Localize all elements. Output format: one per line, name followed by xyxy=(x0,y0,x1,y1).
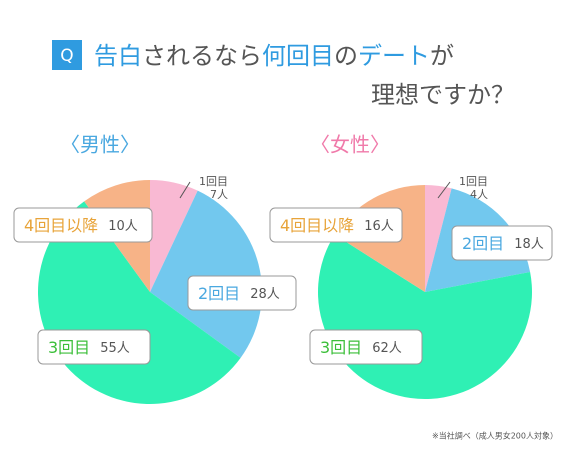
slice-label: 4回目以降 xyxy=(24,216,98,235)
pie-title: 〈女性〉 xyxy=(310,133,390,157)
leader-line xyxy=(179,181,191,199)
value-label: 28人 xyxy=(250,287,280,302)
pie-slice xyxy=(425,185,452,292)
slice-label: 1回目 xyxy=(459,175,488,188)
title-segment: が xyxy=(430,42,454,70)
pie-slice xyxy=(150,190,262,358)
slice-label-group: 4回目以降 16人 xyxy=(280,216,394,235)
slice-label: 2回目 xyxy=(462,234,504,253)
slice-label-group: 3回目 55人 xyxy=(48,338,130,357)
footnote: ※当社調べ（成人男女200人対象） xyxy=(432,431,558,441)
slice-label: 3回目 xyxy=(320,338,362,357)
leader-line xyxy=(437,181,451,199)
badge-text: Q xyxy=(60,46,73,66)
value-label: 7人 xyxy=(210,188,228,201)
slice-label: 3回目 xyxy=(48,338,90,357)
value-label: 16人 xyxy=(364,219,394,234)
value-label: 62人 xyxy=(372,341,402,356)
title-segment: 何回目 xyxy=(262,42,334,70)
title-segment: 告白 xyxy=(94,42,142,70)
pie-slice xyxy=(150,180,198,292)
slice-label-group: 4回目以降 10人 xyxy=(24,216,138,235)
label-box xyxy=(269,207,403,243)
title-line-1: 告白されるなら何回目のデートが xyxy=(94,42,454,70)
question-badge xyxy=(52,40,82,70)
value-label: 18人 xyxy=(514,237,544,252)
value-label: 10人 xyxy=(108,219,138,234)
value-label: 4人 xyxy=(470,188,488,201)
slice-label: 1回目 xyxy=(199,175,228,188)
label-box xyxy=(13,207,153,243)
slice-label-group: 2回目 28人 xyxy=(198,284,280,303)
label-box xyxy=(451,225,553,261)
slice-label: 2回目 xyxy=(198,284,240,303)
label-box xyxy=(309,329,423,365)
slice-label-group: 3回目 62人 xyxy=(320,338,402,357)
slice-label-group: 2回目 18人 xyxy=(462,234,544,253)
slice-label: 4回目以降 xyxy=(280,216,354,235)
label-box xyxy=(187,275,297,311)
title-segment: の xyxy=(334,42,358,70)
pie-title: 〈男性〉 xyxy=(60,133,140,157)
title-segment: されるなら xyxy=(142,42,262,70)
title-segment: デート xyxy=(358,42,430,70)
label-box xyxy=(37,329,151,365)
title-line-2: 理想ですか？ xyxy=(371,81,515,109)
value-label: 55人 xyxy=(100,341,130,356)
